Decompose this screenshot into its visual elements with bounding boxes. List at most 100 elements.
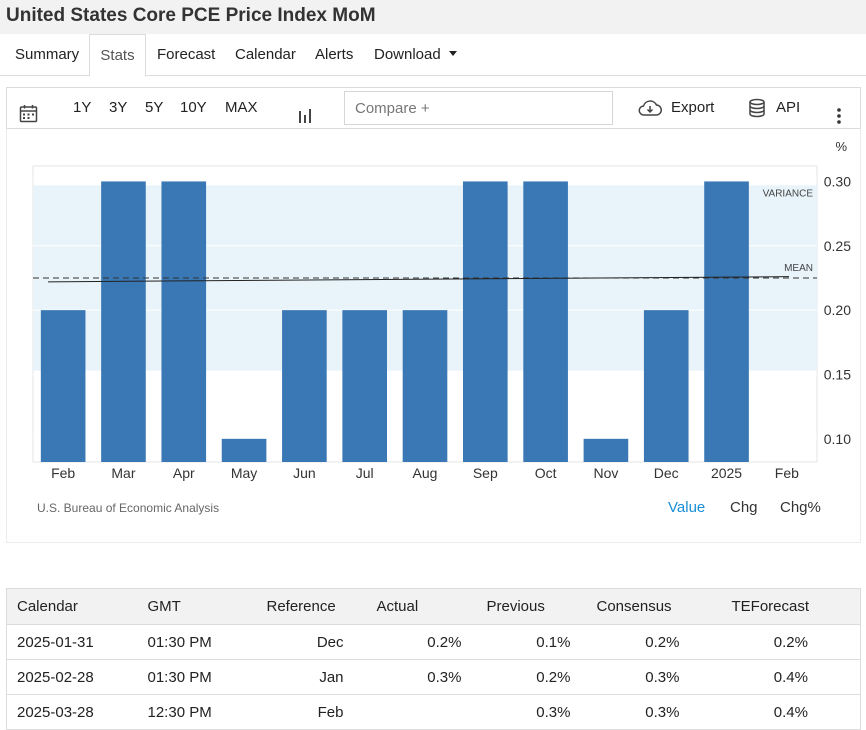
tab-bar: Summary Stats Forecast Calendar Alerts D… xyxy=(0,34,866,77)
tab-stats[interactable]: Stats xyxy=(89,34,146,77)
page-title: United States Core PCE Price Index MoM xyxy=(6,5,376,26)
table-row[interactable]: 2025-02-28 01:30 PM Jan 0.3% 0.2% 0.3% 0… xyxy=(6,659,861,695)
cell-previous: 0.1% xyxy=(486,624,597,660)
col-previous: Previous xyxy=(486,588,597,625)
y-unit-label: % xyxy=(835,139,847,154)
bar xyxy=(523,181,568,462)
bar-chart-icon[interactable] xyxy=(297,100,313,123)
view-value-button[interactable]: Value xyxy=(668,499,706,516)
range-1y[interactable]: 1Y xyxy=(73,99,92,116)
cell-gmt: 12:30 PM xyxy=(147,694,267,730)
calendar-header-row: Calendar GMT Reference Actual Previous C… xyxy=(6,588,861,625)
bar xyxy=(704,181,749,462)
x-tick-label: 2025 xyxy=(711,465,742,481)
cell-teforecast: 0.4% xyxy=(731,694,861,730)
caret-down-icon xyxy=(448,51,457,57)
cell-gmt: 01:30 PM xyxy=(147,624,267,660)
database-icon xyxy=(749,98,765,118)
col-reference: Reference xyxy=(266,588,377,625)
trend-line xyxy=(48,276,790,283)
cloud-download-icon xyxy=(638,100,662,116)
view-chg-button[interactable]: Chg xyxy=(730,499,758,516)
cell-teforecast: 0.2% xyxy=(731,624,861,660)
x-tick-label: Mar xyxy=(111,465,135,481)
range-10y[interactable]: 10Y xyxy=(180,99,207,116)
mean-label: MEAN xyxy=(784,263,813,274)
col-gmt: GMT xyxy=(147,588,267,625)
x-tick-label: Oct xyxy=(535,465,557,481)
y-tick-label: 0.10 xyxy=(824,431,851,447)
x-tick-label: Jun xyxy=(293,465,316,481)
range-max[interactable]: MAX xyxy=(225,99,258,116)
chart-panel: VARIANCE MEAN 0.10 0.15 0.20 0.25 0.30% Feb Mar A… xyxy=(6,129,861,543)
bar xyxy=(402,310,448,462)
y-tick-label: 0.30 xyxy=(824,173,851,189)
api-label: API xyxy=(776,99,801,116)
col-actual: Actual xyxy=(376,588,487,625)
tab-download-label: Download xyxy=(374,46,441,63)
table-row[interactable]: 2025-01-31 01:30 PM Dec 0.2% 0.1% 0.2% 0… xyxy=(6,624,861,660)
bar xyxy=(282,310,327,462)
col-calendar: Calendar xyxy=(6,588,148,625)
x-tick-label: Feb xyxy=(51,465,75,481)
tab-summary[interactable]: Summary xyxy=(15,46,80,63)
bar xyxy=(40,310,86,462)
bar xyxy=(462,181,508,462)
cell-previous: 0.3% xyxy=(486,694,597,730)
x-tick-label: May xyxy=(231,465,257,481)
x-tick-label: Dec xyxy=(654,465,679,481)
col-teforecast: TEForecast xyxy=(731,588,861,625)
chart-toolbar: 1Y 3Y 5Y 10Y MAX Export API xyxy=(6,87,861,129)
variance-label: VARIANCE xyxy=(763,188,814,199)
export-button[interactable]: Export xyxy=(638,88,728,128)
view-chg-pct-button[interactable]: Chg% xyxy=(780,499,821,516)
cell-previous: 0.2% xyxy=(486,659,597,695)
cell-consensus: 0.2% xyxy=(596,624,732,660)
x-tick-label: Feb xyxy=(775,465,799,481)
cell-actual: 0.3% xyxy=(376,659,487,695)
bar xyxy=(101,181,146,462)
table-row[interactable]: 2025-03-28 12:30 PM Feb 0.3% 0.3% 0.4% xyxy=(6,694,861,730)
range-3y[interactable]: 3Y xyxy=(109,99,128,116)
x-tick-label: Sep xyxy=(473,465,498,481)
compare-input[interactable] xyxy=(344,91,613,125)
export-label: Export xyxy=(671,99,715,116)
cell-date: 2025-01-31 xyxy=(6,624,148,660)
tab-alerts[interactable]: Alerts xyxy=(315,46,354,63)
cell-reference: Feb xyxy=(266,694,377,730)
bar-chart: VARIANCE MEAN 0.10 0.15 0.20 0.25 0.30% Feb Mar A… xyxy=(32,139,851,481)
calendar-table: Calendar GMT Reference Actual Previous C… xyxy=(6,588,861,730)
title-bar: United States Core PCE Price Index MoM xyxy=(0,0,866,34)
cell-consensus: 0.3% xyxy=(596,659,732,695)
bar xyxy=(643,310,689,462)
x-tick-label: Aug xyxy=(413,465,438,481)
cell-date: 2025-02-28 xyxy=(6,659,148,695)
tab-download[interactable]: Download xyxy=(374,34,457,76)
cell-consensus: 0.3% xyxy=(596,694,732,730)
vertical-dots-icon[interactable] xyxy=(836,100,842,124)
y-tick-label: 0.25 xyxy=(824,238,851,254)
col-consensus: Consensus xyxy=(596,588,732,625)
cell-gmt: 01:30 PM xyxy=(147,659,267,695)
range-5y[interactable]: 5Y xyxy=(145,99,164,116)
x-tick-label: Jul xyxy=(356,465,374,481)
api-button[interactable]: API xyxy=(748,88,808,128)
bar xyxy=(342,310,388,462)
bar xyxy=(221,438,267,462)
cell-actual: 0.2% xyxy=(376,624,487,660)
cell-reference: Jan xyxy=(266,659,377,695)
cell-reference: Dec xyxy=(266,624,377,660)
chart-source: U.S. Bureau of Economic Analysis xyxy=(37,501,220,515)
calendar-icon[interactable] xyxy=(19,99,38,123)
y-tick-label: 0.20 xyxy=(824,302,851,318)
x-tick-label: Apr xyxy=(173,465,195,481)
y-tick-label: 0.15 xyxy=(824,366,851,382)
cell-actual xyxy=(376,694,487,730)
tab-calendar[interactable]: Calendar xyxy=(235,46,296,63)
x-tick-label: Nov xyxy=(593,465,618,481)
tab-forecast[interactable]: Forecast xyxy=(157,46,216,63)
cell-date: 2025-03-28 xyxy=(6,694,148,730)
bar xyxy=(583,438,629,462)
cell-teforecast: 0.4% xyxy=(731,659,861,695)
bar xyxy=(161,181,207,462)
